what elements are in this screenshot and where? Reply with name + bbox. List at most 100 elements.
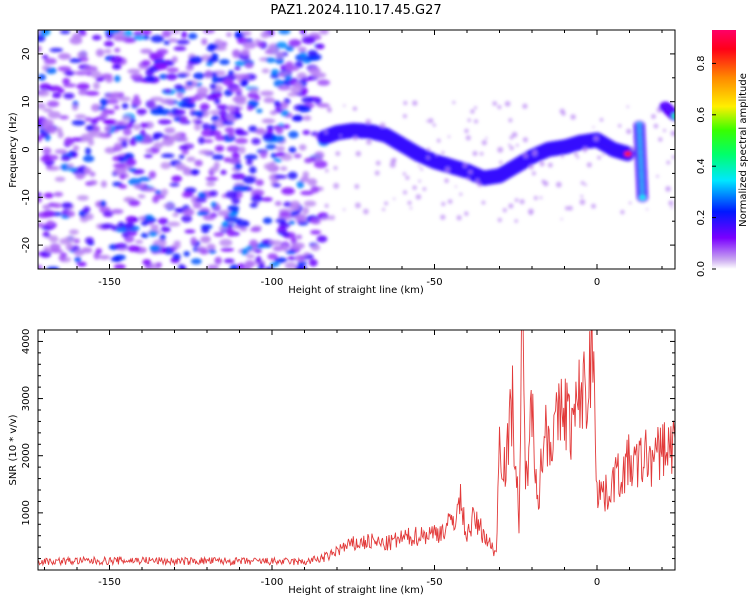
faint-cell [618,124,622,128]
noise-cell [180,115,188,123]
noise-cell [284,261,297,269]
snr-y-ticks: 1000 2000 3000 4000 [21,329,675,571]
noise-cell [255,179,264,187]
faint-cell [324,203,329,208]
noise-cell [275,126,284,135]
faint-cell [343,104,346,107]
noise-cell [215,134,225,141]
snr-x-tick-label: 0 [594,577,600,588]
snr-series-line [38,330,675,567]
noise-cell [166,73,178,81]
noise-cell [148,52,157,58]
noise-cell [270,69,280,76]
noise-cell [142,187,157,192]
noise-cell [158,108,171,116]
faint-cell [402,172,406,176]
noise-cell [62,83,77,88]
noise-cell [60,155,71,162]
noise-cell [85,90,100,96]
noise-cell [113,163,127,169]
noise-cell [291,242,305,250]
faint-cell [343,208,346,211]
noise-cell [288,146,297,154]
noise-cell [137,194,146,199]
noise-cell [222,75,237,81]
faint-cell [326,215,331,221]
faint-cell [519,199,525,205]
noise-cell [178,145,190,151]
noise-cell [38,34,46,42]
noise-cell [59,30,71,35]
noise-cell [214,256,222,265]
noise-cell [181,31,188,39]
noise-cell [285,45,295,52]
noise-cell [302,130,311,135]
noise-cell [43,108,53,113]
faint-cell [472,151,478,156]
faint-cell [374,170,380,176]
noise-cell [199,103,210,111]
noise-cell [114,257,122,262]
noise-cell [274,257,288,264]
faint-cell [586,162,592,168]
noise-cell [80,133,94,142]
noise-cell [91,70,102,79]
noise-cell [105,92,117,99]
faint-cell [514,198,519,203]
noise-cell [205,176,219,182]
noise-cell [231,172,246,180]
noise-cell [90,118,99,125]
noise-cell [246,254,255,259]
noise-cell [38,102,46,110]
noise-cell [265,144,277,150]
faint-cell [470,109,475,114]
colorbar-tick-label: 0.0 [696,261,707,277]
noise-cell [174,84,184,91]
noise-cell [102,211,114,218]
noise-cell [113,105,120,110]
noise-cell [313,160,328,169]
noise-cell [181,215,193,223]
noise-cell [150,224,159,232]
noise-cell [211,130,222,136]
noise-cell [194,159,203,167]
noise-cell [110,55,123,64]
noise-cell [188,32,198,40]
noise-cell [101,73,113,79]
spectrogram-y-ticks: -20 -10 0 10 20 [21,29,675,270]
noise-cell [83,206,91,214]
noise-cell [54,149,68,154]
noise-cell [208,190,218,197]
faint-cell [420,167,424,171]
faint-cell [363,208,369,215]
noise-cell [157,119,172,125]
noise-cell [234,31,243,40]
noise-cell [38,192,42,197]
noise-cell [118,96,131,102]
spectrogram-y-tick-label: -20 [21,237,32,253]
noise-cell [265,57,276,63]
noise-cell [103,40,114,47]
faint-cell [352,135,358,141]
noise-cell [275,51,285,59]
faint-cell [592,126,595,129]
noise-cell [273,79,285,88]
noise-cell [148,230,158,237]
noise-cell [88,179,98,186]
noise-cell [135,239,144,244]
faint-cell [447,135,451,138]
noise-cell [242,175,256,184]
faint-cell [392,157,397,162]
faint-cell [333,166,338,170]
faint-cell [658,137,663,142]
faint-cell [481,200,486,205]
noise-cell [227,205,240,212]
noise-cell [160,98,175,105]
noise-cell [41,119,54,127]
faint-cell [389,161,396,168]
faint-cell [497,217,502,223]
noise-cell [232,184,247,193]
noise-cell [84,117,93,122]
spectrogram-x-tick-label: -100 [261,277,284,288]
noise-cell [127,167,137,172]
